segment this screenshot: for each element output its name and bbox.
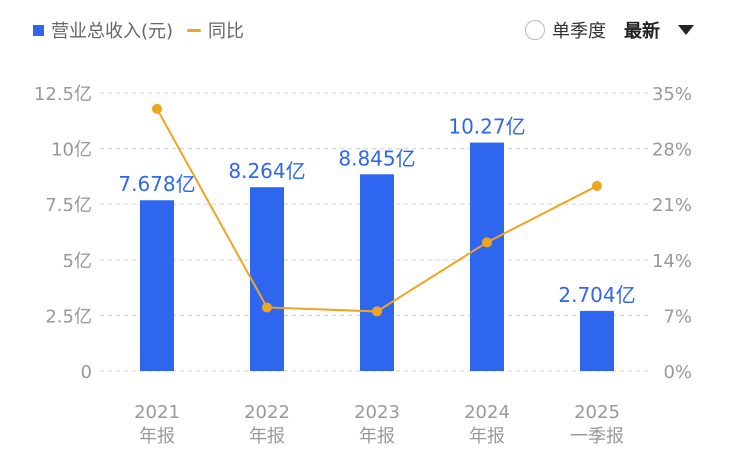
yoy-point — [592, 180, 602, 191]
quarter-radio-label: 单季度 — [552, 21, 606, 42]
bar-data-label: 8.845亿 — [338, 146, 415, 170]
y-left-tick-label: 0 — [81, 362, 92, 383]
sort-dropdown-label: 最新 — [624, 21, 660, 42]
yoy-point — [482, 237, 492, 248]
legend-item-revenue[interactable]: 营业总收入(元) — [33, 17, 173, 43]
dropdown-triangle-icon — [678, 25, 694, 35]
sort-dropdown[interactable]: 最新 — [624, 17, 694, 43]
x-tick-label-period: 年报 — [139, 426, 175, 447]
x-tick-label-period: 年报 — [469, 426, 505, 447]
x-tick-label-period: 一季报 — [570, 426, 624, 447]
x-tick-label-year: 2021 — [134, 402, 180, 423]
y-left-tick-label: 2.5亿 — [45, 306, 92, 327]
y-left-tick-label: 12.5亿 — [34, 84, 92, 105]
y-right-tick-label: 28% — [652, 140, 692, 161]
x-tick-label-period: 年报 — [249, 426, 285, 447]
legend-revenue-label: 营业总收入(元) — [51, 21, 174, 42]
y-left-tick-label: 5亿 — [63, 251, 92, 272]
line-swatch-icon — [187, 28, 202, 32]
legend-item-yoy[interactable]: 同比 — [187, 17, 244, 43]
bar-data-label: 8.264亿 — [228, 159, 305, 183]
legend-yoy-label: 同比 — [208, 21, 245, 42]
yoy-point — [152, 103, 162, 114]
x-tick-label-year: 2025 — [574, 402, 620, 423]
x-tick-label-year: 2022 — [244, 402, 290, 423]
y-right-tick-label: 14% — [652, 251, 692, 272]
radio-circle-icon[interactable] — [525, 20, 545, 40]
bar — [360, 174, 394, 371]
yoy-point — [372, 306, 382, 317]
x-tick-label-year: 2024 — [464, 402, 510, 423]
bar — [470, 142, 504, 371]
chart-legend: 营业总收入(元) 同比 — [33, 17, 244, 43]
bar-swatch-icon — [33, 24, 44, 36]
y-left-tick-label: 10亿 — [51, 140, 92, 161]
y-right-tick-label: 21% — [652, 195, 692, 216]
yoy-point — [262, 302, 272, 313]
bar-data-label: 7.678亿 — [118, 172, 195, 196]
y-right-tick-label: 0% — [663, 362, 692, 383]
x-tick-label-period: 年报 — [359, 426, 395, 447]
bar-data-label: 10.27亿 — [448, 115, 525, 139]
x-tick-label-year: 2023 — [354, 402, 400, 423]
bar — [580, 310, 614, 371]
y-right-tick-label: 35% — [652, 84, 692, 105]
quarter-radio[interactable]: 单季度 — [525, 17, 606, 43]
y-left-tick-label: 7.5亿 — [45, 195, 92, 216]
chart-controls: 单季度 最新 — [525, 17, 694, 43]
bar — [250, 187, 284, 371]
y-right-tick-label: 7% — [663, 306, 692, 327]
bar-data-label: 2.704亿 — [558, 283, 635, 307]
bar — [140, 200, 174, 371]
